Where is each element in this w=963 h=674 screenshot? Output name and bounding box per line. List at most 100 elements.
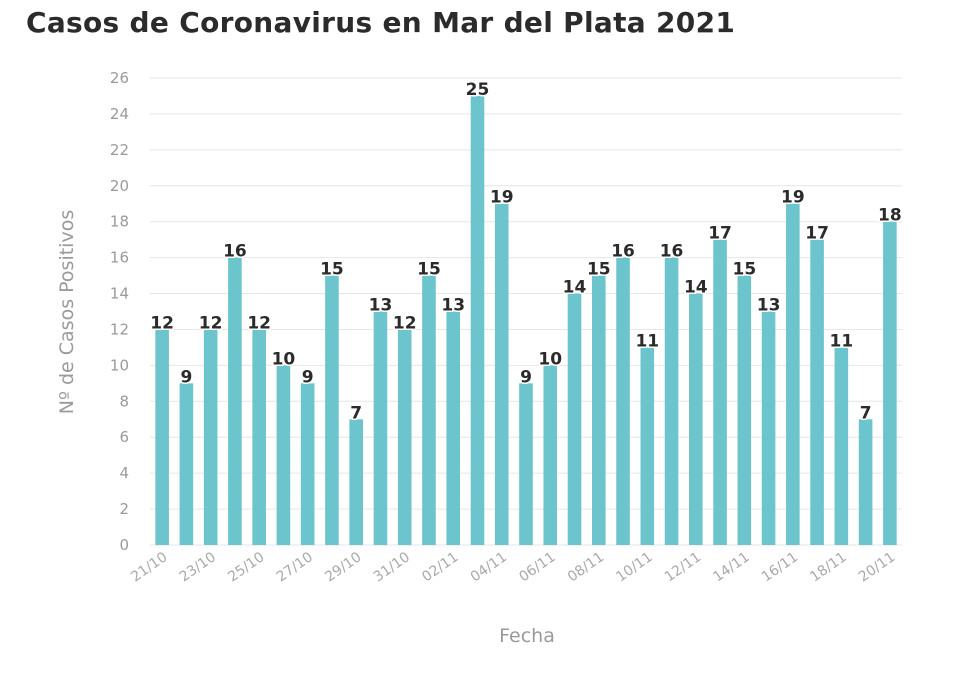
y-tick-label: 24: [110, 105, 129, 123]
y-tick-label: 16: [110, 249, 129, 267]
bar: [252, 329, 266, 545]
x-tick-label: 04/11: [468, 549, 510, 585]
data-label: 17: [708, 224, 732, 244]
bar: [664, 257, 679, 545]
y-tick-label: 14: [110, 285, 129, 303]
bar: [640, 347, 655, 545]
data-label: 9: [180, 367, 192, 387]
y-tick-label: 22: [110, 141, 129, 159]
y-tick-label: 20: [110, 177, 129, 195]
y-tick-label: 12: [110, 320, 129, 338]
data-label: 9: [302, 367, 314, 387]
y-tick-label: 4: [119, 464, 129, 482]
bar: [737, 275, 752, 545]
bar: [591, 275, 606, 545]
bar: [300, 383, 315, 545]
bar: [446, 311, 461, 545]
data-labels: 1291216121091571312151325199101415161116…: [149, 78, 903, 424]
y-tick-label: 26: [110, 69, 129, 87]
bars: [155, 95, 897, 545]
bar: [713, 239, 727, 545]
x-tick-label: 23/10: [177, 549, 219, 585]
x-tick-label: 10/11: [613, 549, 655, 585]
data-label: 12: [150, 313, 174, 333]
bar: [228, 257, 242, 545]
bar: [276, 365, 291, 545]
bar: [689, 293, 703, 545]
data-label: 15: [587, 260, 611, 280]
x-axis-ticks: 21/10 23/10 25/10 27/10 29/10 31/10 02/11 04/11…: [128, 549, 898, 585]
bar: [349, 419, 363, 545]
x-tick-label: 27/10: [274, 549, 316, 585]
data-label: 16: [223, 242, 247, 262]
y-tick-label: 0: [119, 536, 129, 554]
data-label: 7: [860, 403, 872, 423]
y-tick-label: 6: [119, 428, 129, 446]
bar: [858, 419, 873, 545]
bar: [422, 275, 436, 545]
bar: [519, 383, 533, 545]
bar: [834, 347, 849, 545]
bar: [883, 221, 897, 545]
y-tick-label: 2: [119, 500, 129, 518]
bar: [179, 383, 194, 545]
data-label: 16: [611, 242, 635, 262]
y-tick-label: 18: [110, 213, 129, 231]
bar: [810, 239, 824, 545]
bar: [761, 311, 776, 545]
bar: [397, 329, 412, 545]
data-label: 9: [520, 367, 532, 387]
chart-title: Casos de Coronavirus en Mar del Plata 20…: [26, 6, 736, 39]
data-label: 12: [393, 313, 417, 333]
data-label: 16: [660, 242, 684, 262]
data-label: 13: [369, 296, 393, 316]
y-tick-label: 8: [119, 392, 129, 410]
bar: [786, 203, 800, 545]
data-label: 14: [563, 278, 587, 298]
bar: [494, 203, 509, 545]
data-label: 14: [684, 278, 708, 298]
x-tick-label: 02/11: [419, 549, 461, 585]
bar: [567, 293, 582, 545]
x-tick-label: 31/10: [371, 549, 413, 585]
data-label: 11: [635, 331, 659, 351]
data-label: 13: [757, 296, 781, 316]
bar: [203, 329, 218, 545]
data-label: 25: [466, 80, 490, 100]
y-axis-label: Nº de Casos Positivos: [56, 210, 78, 414]
data-label: 19: [490, 188, 514, 208]
bar: [155, 329, 169, 545]
data-label: 11: [830, 331, 854, 351]
data-label: 13: [441, 296, 465, 316]
y-tick-label: 10: [110, 356, 129, 374]
data-label: 10: [272, 349, 296, 369]
data-label: 18: [878, 206, 902, 226]
data-label: 10: [538, 349, 562, 369]
x-tick-label: 08/11: [565, 549, 607, 585]
x-tick-label: 20/11: [856, 549, 898, 585]
data-label: 17: [805, 224, 829, 244]
x-tick-label: 25/10: [225, 549, 267, 585]
bar: [325, 275, 339, 545]
data-label: 15: [320, 260, 344, 280]
x-tick-label: 06/11: [516, 549, 558, 585]
x-axis-label: Fecha: [499, 625, 555, 647]
x-tick-label: 16/11: [759, 549, 801, 585]
x-tick-label: 21/10: [128, 549, 170, 585]
data-label: 7: [350, 403, 362, 423]
x-tick-label: 14/11: [710, 549, 752, 585]
x-tick-label: 12/11: [662, 549, 704, 585]
bar: [543, 365, 558, 545]
data-label: 15: [732, 260, 756, 280]
bar: [470, 95, 485, 545]
data-label: 12: [199, 313, 223, 333]
x-tick-label: 29/10: [322, 549, 364, 585]
data-label: 19: [781, 188, 805, 208]
data-label: 12: [247, 313, 271, 333]
bar: [616, 257, 630, 545]
bar: [373, 311, 388, 545]
data-label: 15: [417, 260, 441, 280]
x-tick-label: 18/11: [807, 549, 849, 585]
